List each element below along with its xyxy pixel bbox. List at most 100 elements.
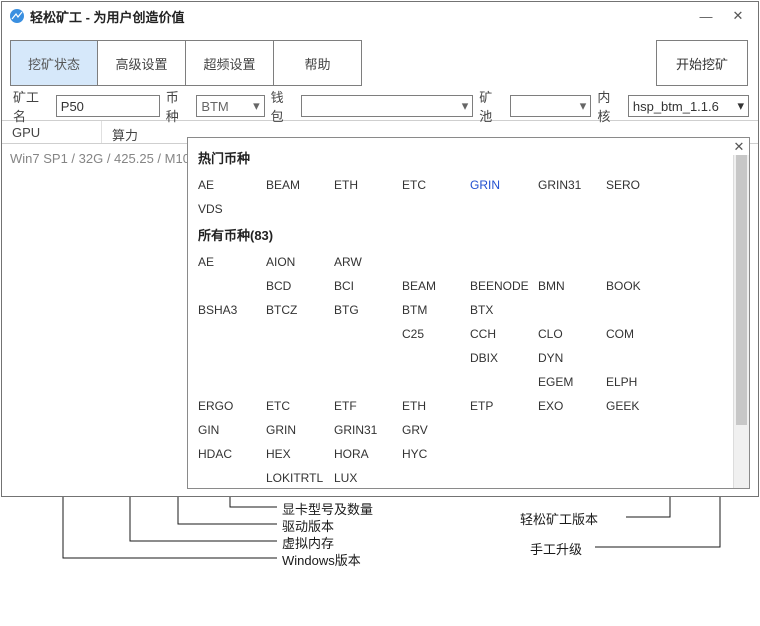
- coin-item[interactable]: BEAM: [402, 274, 470, 298]
- coin-item[interactable]: LOKITRTL: [266, 466, 334, 488]
- coin-empty: [606, 442, 674, 466]
- coin-empty: [606, 346, 674, 370]
- tab-overclock[interactable]: 超频设置: [186, 40, 274, 86]
- coin-empty: [266, 346, 334, 370]
- hot-coins-title: 热门币种: [198, 148, 723, 167]
- pool-select[interactable]: ▾: [510, 95, 592, 117]
- coin-item[interactable]: BEAM: [266, 173, 334, 197]
- coin-item[interactable]: ETP: [470, 394, 538, 418]
- coin-empty: [198, 346, 266, 370]
- coin-item[interactable]: GRIN31: [538, 173, 606, 197]
- col-gpu: GPU: [2, 121, 102, 143]
- coin-item[interactable]: ETC: [266, 394, 334, 418]
- coin-empty: [470, 418, 538, 442]
- coin-empty: [606, 298, 674, 322]
- coin-empty: [266, 322, 334, 346]
- tab-advanced[interactable]: 高级设置: [98, 40, 186, 86]
- hot-coins-grid: AEBEAMETHETCGRINGRIN31SERO VDS: [198, 173, 723, 221]
- scrollbar-thumb[interactable]: [736, 155, 747, 425]
- start-mining-button[interactable]: 开始挖矿: [656, 40, 748, 86]
- coin-item[interactable]: EXO: [538, 394, 606, 418]
- coin-value: BTM: [201, 99, 228, 114]
- coin-item[interactable]: HEX: [266, 442, 334, 466]
- coin-item[interactable]: GRV: [402, 418, 470, 442]
- wallet-select[interactable]: ▾: [301, 95, 473, 117]
- dropdown-scrollbar[interactable]: [733, 155, 749, 488]
- chevron-down-icon: ▾: [251, 98, 262, 114]
- coin-item[interactable]: AION: [266, 250, 334, 274]
- coin-item[interactable]: BEENODE: [470, 274, 538, 298]
- coin-empty: [334, 370, 402, 394]
- chevron-down-icon: ▾: [578, 98, 589, 114]
- coin-item[interactable]: DBIX: [470, 346, 538, 370]
- coin-item[interactable]: AE: [198, 250, 266, 274]
- coin-empty: [402, 250, 470, 274]
- coin-item[interactable]: GRIN: [266, 418, 334, 442]
- minimize-button[interactable]: —: [690, 6, 722, 26]
- coin-item[interactable]: ETH: [334, 173, 402, 197]
- coin-item[interactable]: BTG: [334, 298, 402, 322]
- coin-item[interactable]: BCI: [334, 274, 402, 298]
- coin-item[interactable]: BTX: [470, 298, 538, 322]
- coin-empty: [606, 418, 674, 442]
- tabs-row: 挖矿状态 高级设置 超频设置 帮助 开始挖矿: [2, 30, 758, 96]
- col-hash: 算力: [102, 121, 182, 143]
- coin-item[interactable]: HYC: [402, 442, 470, 466]
- coin-item[interactable]: GRIN31: [334, 418, 402, 442]
- coin-dropdown-panel: 热门币种 AEBEAMETHETCGRINGRIN31SEROVDS 所有币种(…: [187, 137, 750, 489]
- coin-empty: [606, 250, 674, 274]
- coin-item[interactable]: GRIN: [470, 173, 538, 197]
- coin-item[interactable]: BOOK: [606, 274, 674, 298]
- annot-manual: 手工升级: [530, 539, 582, 558]
- coin-empty: [198, 370, 266, 394]
- coin-item[interactable]: BTCZ: [266, 298, 334, 322]
- coin-item[interactable]: ARW: [334, 250, 402, 274]
- coin-empty: [402, 346, 470, 370]
- coin-empty: [198, 466, 266, 488]
- coin-empty: [198, 274, 266, 298]
- tab-help[interactable]: 帮助: [274, 40, 362, 86]
- coin-item[interactable]: ERGO: [198, 394, 266, 418]
- chevron-down-icon: ▾: [735, 98, 746, 114]
- coin-item[interactable]: GEEK: [606, 394, 674, 418]
- coin-item[interactable]: BTM: [402, 298, 470, 322]
- coin-item[interactable]: BCD: [266, 274, 334, 298]
- coin-empty: [402, 466, 470, 488]
- coin-item[interactable]: ETF: [334, 394, 402, 418]
- all-coins-grid: AEAIONARWBCDBCIBEAMBEENODEBMNBOOKBSHA3BT…: [198, 250, 723, 488]
- kernel-select[interactable]: hsp_btm_1.1.6 ▾: [628, 95, 749, 117]
- coin-item[interactable]: AE: [198, 173, 266, 197]
- config-row: 矿工名 币种 BTM ▾ 钱包 ▾ 矿池 ▾ 内核 hsp_btm_1.1.6 …: [2, 96, 758, 120]
- coin-item[interactable]: GIN: [198, 418, 266, 442]
- coin-select[interactable]: BTM ▾: [196, 95, 264, 117]
- coin-item[interactable]: LUX: [334, 466, 402, 488]
- tab-mining-status[interactable]: 挖矿状态: [10, 40, 98, 86]
- close-window-button[interactable]: ✕: [722, 6, 754, 26]
- coin-item[interactable]: HDAC: [198, 442, 266, 466]
- coin-item[interactable]: C25: [402, 322, 470, 346]
- coin-empty: [266, 370, 334, 394]
- coin-item[interactable]: COM: [606, 322, 674, 346]
- coin-empty: [606, 466, 674, 488]
- annot-appver: 轻松矿工版本: [520, 509, 598, 528]
- coin-item[interactable]: ETC: [402, 173, 470, 197]
- miner-name-input[interactable]: [56, 95, 160, 117]
- coin-item[interactable]: VDS: [198, 197, 266, 221]
- coin-item[interactable]: BSHA3: [198, 298, 266, 322]
- coin-item[interactable]: DYN: [538, 346, 606, 370]
- pool-label: 矿池: [477, 87, 506, 125]
- coin-item[interactable]: HORA: [334, 442, 402, 466]
- coin-item[interactable]: ELPH: [606, 370, 674, 394]
- coin-item[interactable]: ETH: [402, 394, 470, 418]
- coin-empty: [334, 346, 402, 370]
- app-icon: [8, 7, 26, 25]
- coin-item[interactable]: SERO: [606, 173, 674, 197]
- coin-item[interactable]: EGEM: [538, 370, 606, 394]
- coin-item[interactable]: CCH: [470, 322, 538, 346]
- dropdown-close-button[interactable]: ✕: [732, 140, 746, 154]
- coin-empty: [538, 298, 606, 322]
- coin-empty: [538, 418, 606, 442]
- coin-empty: [198, 322, 266, 346]
- coin-item[interactable]: BMN: [538, 274, 606, 298]
- coin-item[interactable]: CLO: [538, 322, 606, 346]
